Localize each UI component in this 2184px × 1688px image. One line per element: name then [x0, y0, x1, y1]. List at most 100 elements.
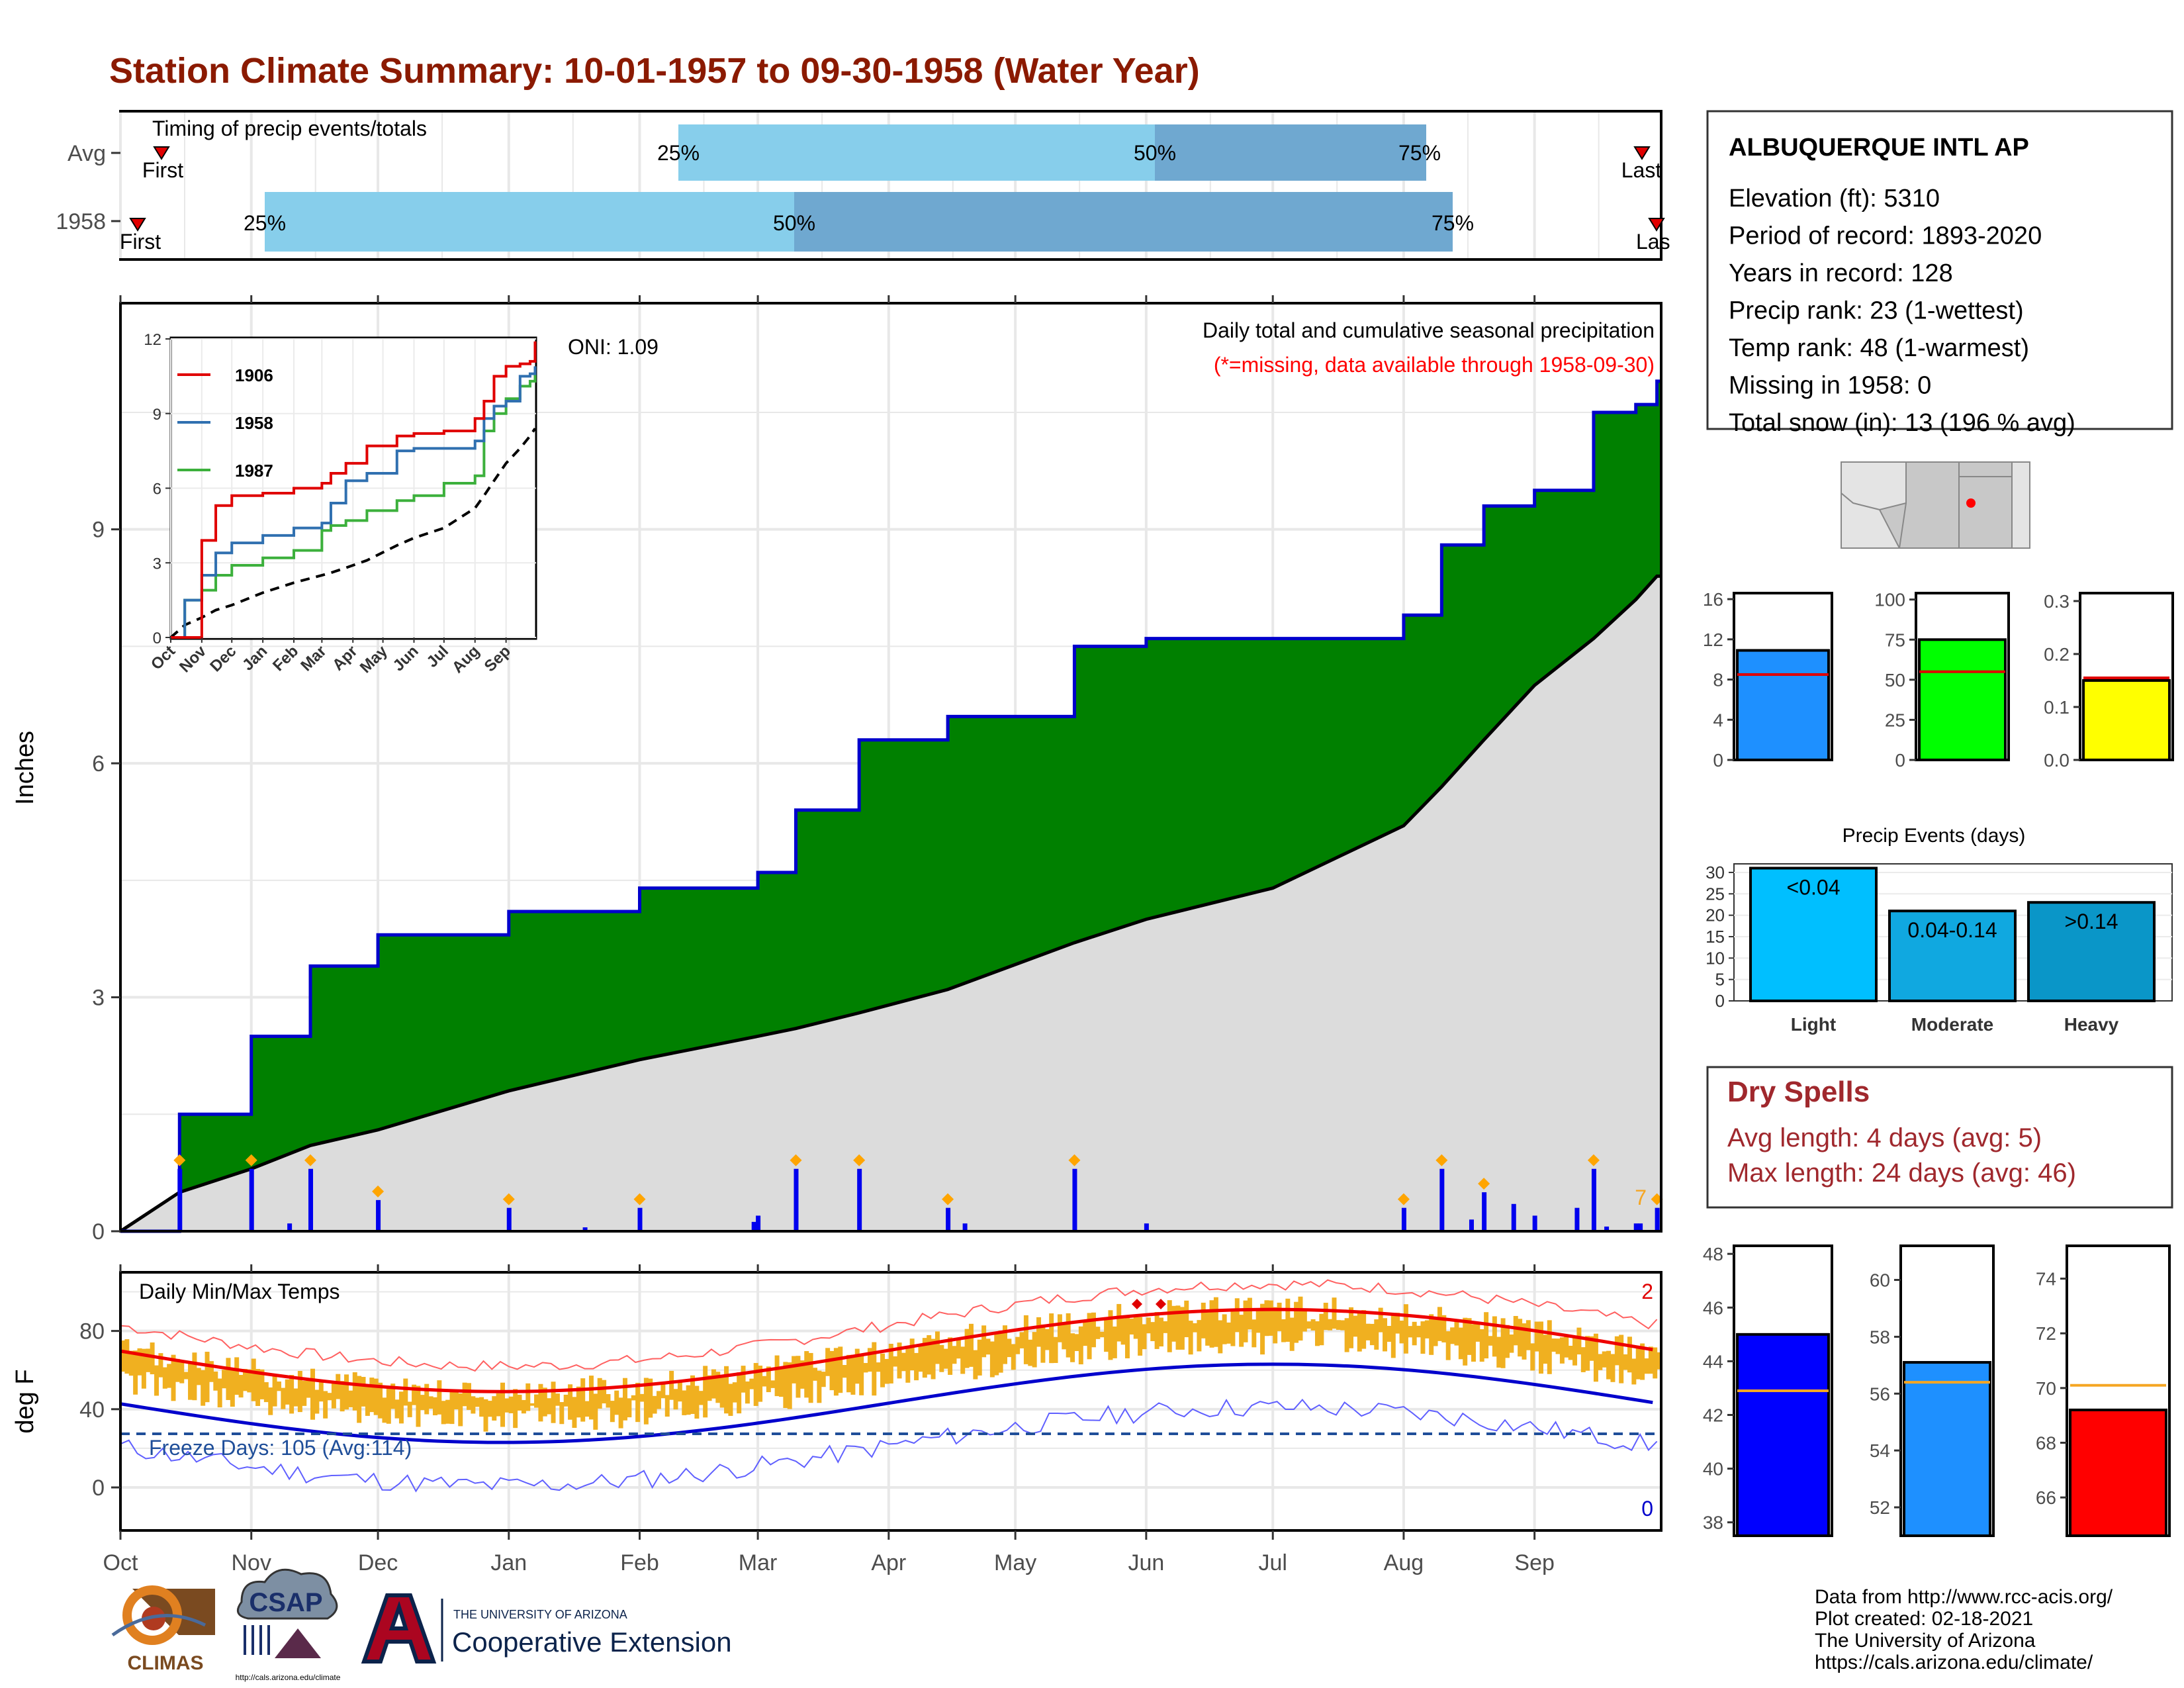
- inset-line-1987: [171, 373, 537, 639]
- timing-1958-p75-label: 75%: [1432, 211, 1474, 235]
- record-max-line: [120, 1279, 1658, 1372]
- university-of-arizona-logo: THE UNIVERSITY OF ARIZONA Cooperative Ex…: [361, 1593, 732, 1664]
- temp-bar-t-mean-y-tick: 54: [1870, 1440, 1890, 1461]
- temp-bar-t-min-y-tick: 46: [1703, 1297, 1723, 1318]
- station-info-line: Elevation (ft): 5310: [1729, 185, 1940, 212]
- daily-precip-bar: [794, 1168, 799, 1231]
- month-tick-apr: Apr: [871, 1550, 906, 1575]
- timing-avg-first-marker: [153, 146, 170, 160]
- ua-logo-big-text: Cooperative Extension: [452, 1626, 732, 1658]
- month-tick-sep: Sep: [1514, 1550, 1555, 1575]
- cumulative-precip-avg-area: [120, 576, 1661, 1231]
- temp-bar-t-mean: 52 54 56 58 60: [1870, 1244, 1995, 1537]
- inset-avg-line: [169, 428, 537, 639]
- event-bar-moderate: [1888, 910, 2017, 1002]
- timing-1958-last-label: Las: [1636, 230, 1670, 254]
- daily-precip-bars: [177, 1168, 1660, 1231]
- timing-1958-p50-label: 50%: [773, 211, 815, 235]
- heavy-day-marker: [633, 1193, 646, 1205]
- mini-bar-rain-days-y-tick: 100: [1874, 590, 1905, 610]
- month-tick-may: May: [994, 1550, 1036, 1575]
- timing-avg-p75-label: 75%: [1398, 141, 1441, 165]
- mini-bar-intensity: 0.0 0.1 0.2 0.3: [2044, 591, 2174, 771]
- daily-precip-bar: [249, 1168, 254, 1231]
- heavy-day-marker: [173, 1154, 186, 1166]
- temp-bar-t-min-value-bar: [1736, 1333, 1830, 1538]
- timing-1958-50-75-bar: [794, 192, 1453, 252]
- precip-y-axis-label: Inches: [11, 731, 39, 805]
- heavy-day-marker: [1478, 1178, 1490, 1190]
- precip-missing-note: (*=missing, data available through 1958-…: [1214, 353, 1655, 377]
- precip-y-tick: 0: [92, 1219, 105, 1244]
- heavy-day-marker: [853, 1154, 866, 1166]
- daily-precip-bar: [1591, 1168, 1596, 1231]
- events-y-tick: 15: [1706, 927, 1725, 947]
- page-title: Station Climate Summary: 10-01-1957 to 0…: [109, 51, 1200, 91]
- temp-bar-t-min-y-tick: 48: [1703, 1244, 1723, 1264]
- temp-y-tick: 80: [79, 1319, 105, 1344]
- inset-line-1906: [171, 341, 537, 639]
- mini-bar-intensity-y-tick: 0.0: [2044, 750, 2070, 771]
- heavy-day-marker: [1435, 1154, 1448, 1166]
- daily-temp-range-bars: [120, 1296, 1662, 1432]
- month-tick-dec: Dec: [358, 1550, 398, 1575]
- timing-avg-last-label: Last: [1621, 158, 1662, 182]
- events-y-tick: 20: [1706, 906, 1725, 925]
- daily-precip-bar: [756, 1215, 761, 1231]
- month-tick-jul: Jul: [1258, 1550, 1287, 1575]
- mini-bar-precip-y-tick: 8: [1713, 670, 1723, 690]
- daily-precip-bar: [1574, 1207, 1580, 1231]
- temp-y-tick: 0: [92, 1476, 105, 1501]
- station-info-line: Total snow (in): 13 (196 % avg): [1729, 409, 2075, 437]
- heavy-day-marker: [245, 1154, 257, 1166]
- timing-1958-p25-label: 25%: [244, 211, 286, 235]
- temp-bar-t-mean-y-tick: 60: [1870, 1270, 1890, 1291]
- heavy-day-marker: [1397, 1193, 1410, 1205]
- ua-logo-small-text: THE UNIVERSITY OF ARIZONA: [453, 1608, 627, 1621]
- month-tick-aug: Aug: [1384, 1550, 1424, 1575]
- event-bar-label: Heavy: [2064, 1014, 2119, 1035]
- event-bar-text: <0.04: [1787, 875, 1841, 899]
- timing-row-avg: Avg: [68, 141, 106, 166]
- timing-avg-last-marker: [1633, 146, 1651, 160]
- record-max-count: 2: [1641, 1280, 1653, 1303]
- avg-max-line: [120, 1307, 1653, 1393]
- oni-label: ONI: 1.09: [568, 335, 659, 359]
- csap-logo-text: CSAP: [249, 1588, 322, 1617]
- temp-bar-t-max-value-bar: [2069, 1408, 2167, 1538]
- temp-y-tick: 40: [79, 1397, 105, 1423]
- temp-bar-t-min-y-tick: 44: [1703, 1351, 1723, 1372]
- timing-1958-25-50-bar: [265, 192, 794, 252]
- mini-bar-rain-days-value-bar: [1918, 638, 2007, 761]
- precip-y-tick: 6: [92, 751, 105, 776]
- temp-bar-t-mean-value-bar: [1903, 1361, 1991, 1537]
- temp-bar-t-min-y-tick: 40: [1703, 1459, 1723, 1479]
- event-bar-label: Light: [1791, 1014, 1836, 1035]
- daily-precip-bar: [376, 1199, 381, 1231]
- daily-precip-bar: [946, 1207, 951, 1231]
- station-info-line: Temp rank: 48 (1-warmest): [1729, 334, 2029, 362]
- temp-bar-t-min-y-tick: 42: [1703, 1405, 1723, 1426]
- precip-caption: Daily total and cumulative seasonal prec…: [1203, 318, 1655, 342]
- station-info-box: ALBUQUERQUE INTL AP Elevation (ft): 5310…: [1706, 110, 2173, 437]
- event-bar-light: [1749, 867, 1878, 1002]
- mini-bar-rain-days-y-tick: 75: [1885, 630, 1905, 650]
- freeze-days-label: Freeze Days: 105 (Avg:114): [149, 1436, 412, 1460]
- footer-line-2: Plot created: 02-18-2021: [1815, 1608, 2033, 1630]
- timing-avg-p50-label: 50%: [1134, 141, 1176, 165]
- record-max-markers: [1132, 1299, 1166, 1309]
- timing-panel: Timing of precip events/totals Avg 1958 …: [56, 110, 1670, 261]
- mini-bar-rain-days-y-tick: 50: [1885, 670, 1905, 690]
- daily-precip-bar: [857, 1168, 862, 1231]
- event-bar-heavy: [2027, 901, 2156, 1002]
- event-bar-text: 0.04-0.14: [1907, 918, 1997, 942]
- station-info-line: Period of record: 1893-2020: [1729, 222, 2042, 250]
- mini-bar-intensity-y-tick: 0.2: [2044, 644, 2070, 665]
- mini-bar-precip-value-bar: [1736, 649, 1830, 761]
- month-tick-feb: Feb: [620, 1550, 659, 1575]
- temp-bar-t-min: 38 40 42 44 46 48: [1703, 1244, 1833, 1538]
- station-name: ALBUQUERQUE INTL AP: [1729, 134, 2029, 162]
- temp-bar-t-max-y-tick: 72: [2036, 1323, 2056, 1344]
- mini-bar-intensity-y-tick: 0.1: [2044, 697, 2070, 718]
